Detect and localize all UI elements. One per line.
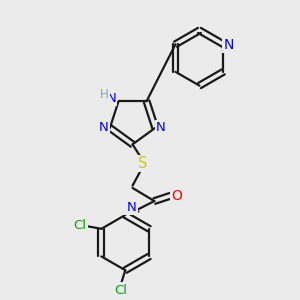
Text: H: H: [100, 88, 109, 101]
Text: Cl: Cl: [114, 284, 128, 296]
Text: N: N: [224, 38, 234, 52]
Text: N: N: [106, 92, 116, 105]
Text: O: O: [171, 189, 182, 203]
Text: N: N: [99, 122, 109, 134]
Text: S: S: [138, 156, 147, 171]
Text: Cl: Cl: [74, 218, 87, 232]
Text: N: N: [156, 122, 166, 134]
Text: H: H: [124, 201, 133, 214]
Text: N: N: [127, 201, 137, 214]
